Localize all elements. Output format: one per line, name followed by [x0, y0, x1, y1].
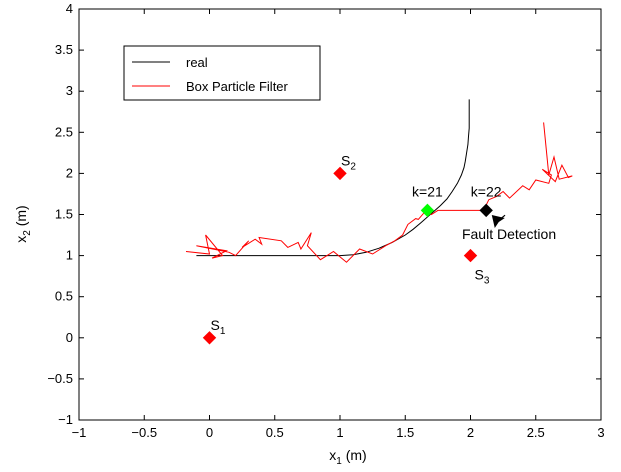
y-tick-label: 2: [66, 165, 73, 180]
x-tick-label: 2.5: [527, 425, 545, 440]
y-tick-label: 1: [66, 248, 73, 263]
annotation-arrow-head: [491, 215, 505, 229]
legend: real Box Particle Filter: [123, 45, 321, 101]
x-tick-label: 1.5: [396, 425, 414, 440]
x-tick-label: 1: [336, 425, 343, 440]
series-layer: [185, 99, 573, 263]
tick-layer: −1 −0.5 0 0.5 1 1.5 2 2.5 3 −1 −0.5 0 0.5 1 1.5 2 2.5 3 3.…: [47, 1, 604, 440]
sensor-marker-2: [333, 166, 347, 181]
y-tick-label: 3.5: [55, 42, 73, 57]
sensor-marker-3: [463, 248, 478, 263]
y-tick-label: −1: [58, 412, 73, 427]
marker-layer: S1 S2 S3 k=21 k=22 Fault Detection: [202, 152, 556, 345]
y-tick-label: 0.5: [55, 289, 73, 304]
axes-box: [78, 8, 602, 421]
y-axis-label-sub: 2: [22, 230, 33, 236]
legend-label-real: real: [186, 55, 208, 70]
x-tick-label: −1: [72, 425, 87, 440]
y-axis-label: x2 (m): [13, 205, 33, 242]
x-axis-label: x1 (m): [329, 447, 366, 467]
x-axis-label-sub: 1: [336, 456, 342, 467]
sensor-label-1: S1: [211, 317, 226, 337]
sensor-label-2: S2: [341, 152, 356, 172]
legend-box: [123, 45, 321, 101]
y-tick-label: 1.5: [55, 207, 73, 222]
event-marker-1: [479, 203, 493, 218]
event-label-0: k=21: [412, 183, 443, 199]
x-tick-label: −0.5: [131, 425, 157, 440]
x-tick-label: 3: [597, 425, 604, 440]
sensor-marker-1: [202, 331, 217, 345]
series-line-1: [185, 122, 573, 263]
event-marker-0: [420, 203, 435, 218]
y-tick-label: 0: [66, 330, 73, 345]
y-tick-label: −0.5: [47, 371, 73, 386]
x-tick-label: 0.5: [266, 425, 284, 440]
y-tick-label: 2.5: [55, 124, 73, 139]
x-tick-label: 2: [467, 425, 474, 440]
legend-label-bpf: Box Particle Filter: [186, 79, 289, 94]
sensor-label-3: S3: [475, 267, 490, 287]
y-tick-label: 4: [66, 1, 73, 16]
series-line-0: [196, 99, 470, 257]
x-tick-label: 0: [206, 425, 213, 440]
y-tick-label: 3: [66, 83, 73, 98]
annotation-label: Fault Detection: [462, 226, 556, 242]
event-label-1: k=22: [471, 183, 502, 199]
